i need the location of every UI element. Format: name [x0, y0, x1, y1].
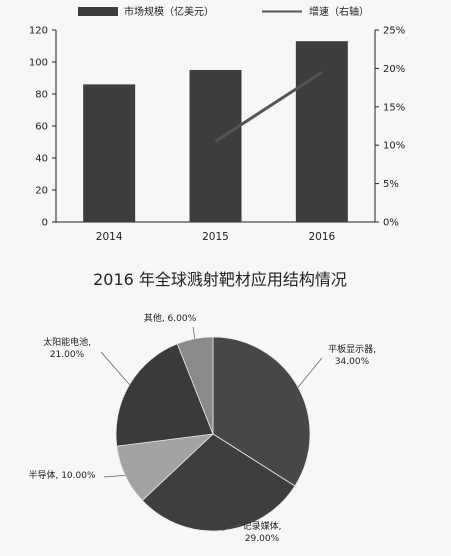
- growth-line: [214, 70, 323, 143]
- pie-label: 平板显示器, 34.00%: [328, 343, 376, 367]
- pie-label: 太阳能电池, 21.00%: [43, 336, 91, 360]
- right-tick-label: 15%: [383, 102, 405, 113]
- pie-label-value: 29.00%: [245, 534, 280, 544]
- leader-line: [103, 474, 126, 478]
- pie-leader-lines: [100, 326, 323, 531]
- pie-label-name: 记录媒体,: [243, 520, 282, 532]
- left-axis-ticks: 0 20 40 60 80 100 120: [29, 26, 56, 229]
- legend-bar-swatch: [78, 7, 118, 16]
- right-tick-label: 25%: [383, 26, 405, 37]
- pie-title: 2016 年全球溅射靶材应用结构情况: [93, 270, 347, 289]
- pie-slices: [115, 336, 311, 532]
- left-tick-label: 120: [29, 26, 48, 37]
- pie-label-name: 平板显示器,: [328, 343, 376, 355]
- pie-slice: [115, 343, 214, 447]
- left-tick-label: 100: [29, 58, 48, 69]
- pie-label: 其他, 6.00%: [144, 312, 197, 324]
- pie-label-name: 其他, 6.00%: [144, 312, 197, 324]
- pie-label-value: 34.00%: [335, 357, 370, 367]
- pie-chart: 2016 年全球溅射靶材应用结构情况 平板显示器, 34.00% 记录媒体, 29.0…: [28, 270, 375, 544]
- legend: 市场规模（亿美元） 增速（右轴）: [78, 5, 369, 18]
- leader-line: [100, 351, 130, 385]
- pie-label-value: 21.00%: [50, 350, 85, 360]
- growth-line-path: [214, 70, 323, 143]
- left-tick-label: 60: [35, 122, 48, 133]
- pie-label-name: 半导体, 10.00%: [28, 469, 95, 481]
- pie-labels: 平板显示器, 34.00% 记录媒体, 29.00% 半导体, 10.00% 太阳能电池,…: [28, 312, 375, 544]
- legend-bar-label: 市场规模（亿美元）: [124, 5, 214, 18]
- category-label: 2015: [202, 231, 229, 243]
- pie-slice: [176, 336, 214, 435]
- right-tick-label: 5%: [383, 179, 399, 190]
- bar: [83, 84, 136, 223]
- right-tick-label: 20%: [383, 64, 405, 75]
- left-tick-label: 80: [35, 90, 48, 101]
- left-tick-label: 40: [35, 154, 48, 165]
- category-label: 2016: [308, 231, 335, 243]
- leader-line: [297, 357, 323, 388]
- left-tick-label: 20: [35, 186, 48, 197]
- leader-line: [222, 519, 255, 531]
- pie-label-name: 太阳能电池,: [43, 336, 91, 348]
- category-labels: 2014 2015 2016: [96, 231, 336, 243]
- left-tick-label: 0: [42, 218, 48, 229]
- pie-label: 半导体, 10.00%: [28, 469, 95, 481]
- right-tick-label: 0%: [383, 218, 399, 229]
- legend-line-label: 增速（右轴）: [309, 5, 369, 18]
- pie-label: 记录媒体, 29.00%: [243, 520, 282, 544]
- bar: [189, 70, 242, 222]
- bars: [83, 41, 348, 223]
- right-axis-ticks: 0% 5% 10% 15% 20% 25%: [375, 26, 405, 229]
- leader-line: [192, 326, 196, 339]
- bar-line-chart: 市场规模（亿美元） 增速（右轴） 0 20 40 60 80 100 120 0% 5% 10%…: [29, 5, 405, 243]
- right-tick-label: 10%: [383, 141, 405, 152]
- bar: [295, 41, 348, 223]
- category-label: 2014: [96, 231, 123, 243]
